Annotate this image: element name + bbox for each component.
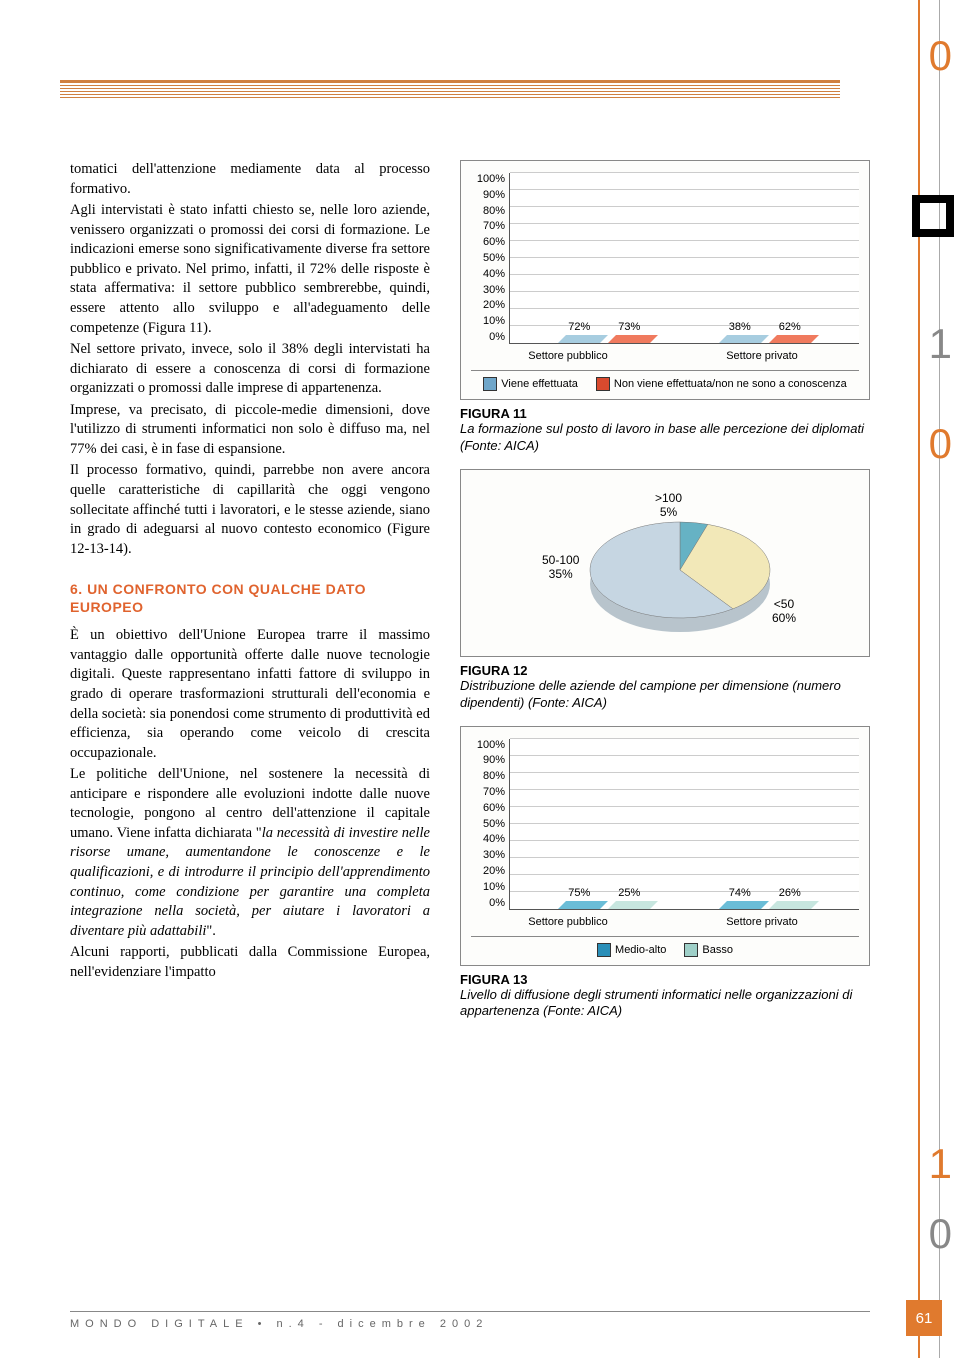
body-paragraph: tomatici dell'attenzione mediamente data… xyxy=(70,160,430,199)
body-paragraph: Imprese, va precisato, di piccole-medie … xyxy=(70,401,430,460)
pie-slice-label: <5060% xyxy=(772,598,796,626)
decor-glyph: 1 xyxy=(929,320,952,368)
chart-legend: Viene effettuataNon viene effettuata/non… xyxy=(471,370,859,391)
pie-slice-label: >1005% xyxy=(655,492,682,520)
pie-chart: >1005% 50-10035% <5060% xyxy=(540,488,790,648)
body-paragraph: Il processo formativo, quindi, parrebbe … xyxy=(70,461,430,559)
body-paragraph: Le politiche dell'Unione, nel sostenere … xyxy=(70,765,430,941)
page-number: 61 xyxy=(906,1300,942,1336)
body-paragraph: Alcuni rapporti, pubblicati dalla Commis… xyxy=(70,943,430,982)
right-column: 0%10%20%30%40%50%60%70%80%90%100% 72%73%… xyxy=(460,160,870,1034)
figure-13: 0%10%20%30%40%50%60%70%80%90%100% 75%25%… xyxy=(460,726,870,966)
decor-glyph: 0 xyxy=(929,32,952,80)
figure-11: 0%10%20%30%40%50%60%70%80%90%100% 72%73%… xyxy=(460,160,870,400)
body-paragraph: Nel settore privato, invece, solo il 38%… xyxy=(70,340,430,399)
right-decor-strip: 0 1 0 1 0 xyxy=(900,0,960,1358)
body-paragraph: Agli intervistati è stato infatti chiest… xyxy=(70,201,430,338)
section-heading: 6. UN CONFRONTO CON QUALCHE DATO EUROPEO xyxy=(70,581,430,616)
decor-glyph: 0 xyxy=(929,1210,952,1258)
figure-caption: La formazione sul posto di lavoro in bas… xyxy=(460,421,870,455)
left-column: tomatici dell'attenzione mediamente data… xyxy=(70,160,430,984)
chart-legend: Medio-altoBasso xyxy=(471,936,859,957)
body-paragraph: È un obiettivo dell'Unione Europea trarr… xyxy=(70,626,430,763)
chart-y-axis: 0%10%20%30%40%50%60%70%80%90%100% xyxy=(471,739,509,909)
chart-y-axis: 0%10%20%30%40%50%60%70%80%90%100% xyxy=(471,173,509,343)
decor-glyph: 0 xyxy=(929,420,952,468)
figure-label: FIGURA 13 xyxy=(460,972,870,987)
chart-x-axis: Settore pubblicoSettore privato xyxy=(471,350,859,362)
chart-plot-area: 75%25%74%26% xyxy=(509,739,859,910)
header-pinstripe xyxy=(60,80,840,98)
decor-glyph: 1 xyxy=(929,1140,952,1188)
figure-label: FIGURA 12 xyxy=(460,663,870,678)
chart-plot-area: 72%73%38%62% xyxy=(509,173,859,344)
figure-12: >1005% 50-10035% <5060% xyxy=(460,469,870,657)
figure-caption: Distribuzione delle aziende del campione… xyxy=(460,678,870,712)
pie-slice-label: 50-10035% xyxy=(542,554,579,582)
decor-square-icon xyxy=(912,195,954,237)
figure-caption: Livello di diffusione degli strumenti in… xyxy=(460,987,870,1021)
figure-label: FIGURA 11 xyxy=(460,406,870,421)
chart-x-axis: Settore pubblicoSettore privato xyxy=(471,916,859,928)
page-footer: MONDO DIGITALE • n.4 - dicembre 2002 xyxy=(70,1311,870,1330)
